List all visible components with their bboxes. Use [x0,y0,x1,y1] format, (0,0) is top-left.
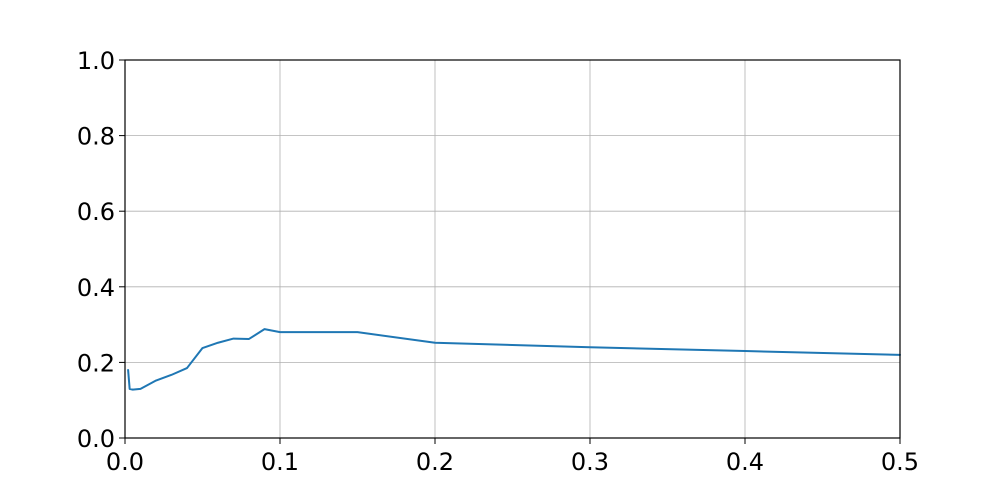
x-tick-label: 0.4 [726,448,764,476]
x-tick-label: 0.5 [881,448,919,476]
x-tick-label: 0.2 [416,448,454,476]
x-tick-label: 0.0 [106,448,144,476]
plot-area [125,60,900,438]
y-axis: 0.0 0.2 0.4 0.6 0.8 1.0 [77,47,125,453]
series-line-0 [127,328,901,391]
y-tick-label: 1.0 [77,47,115,75]
x-tick-label: 0.3 [571,448,609,476]
x-tick-label: 0.1 [261,448,299,476]
x-axis: 0.0 0.1 0.2 0.3 0.4 0.5 [106,438,919,476]
y-tick-label: 0.4 [77,274,115,302]
plot-frame [124,59,901,439]
series-layer [127,328,901,391]
y-tick-label: 0.0 [77,425,115,453]
y-tick-label: 0.6 [77,198,115,226]
y-tick-label: 0.8 [77,123,115,151]
y-tick-label: 0.2 [77,349,115,377]
